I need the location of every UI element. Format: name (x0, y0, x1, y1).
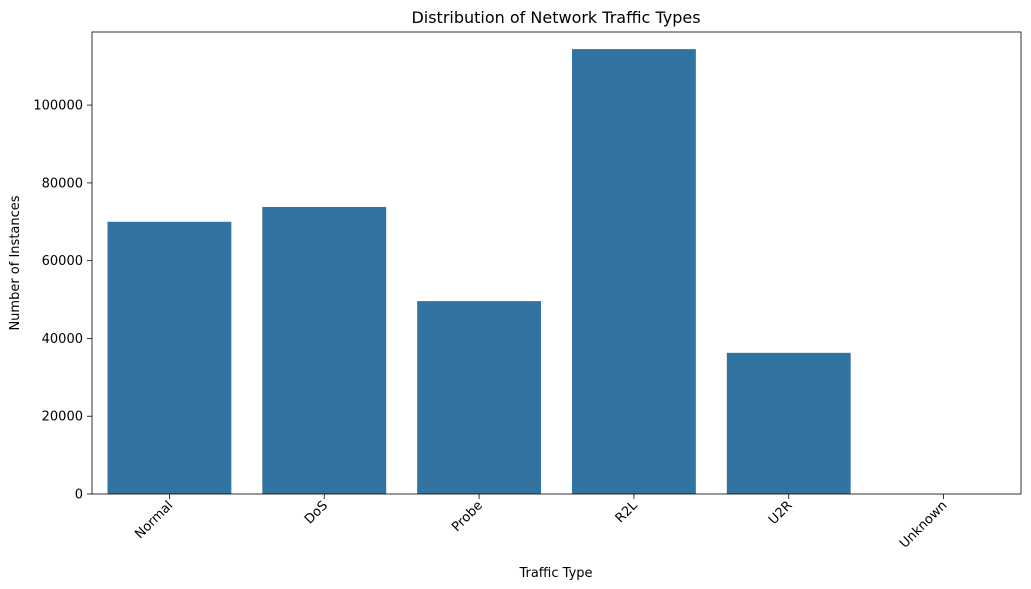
x-tick-label-unknown: Unknown (897, 498, 950, 551)
bar-u2r (726, 352, 851, 494)
x-tick-label-dos: DoS (302, 498, 331, 527)
y-tick-label: 20000 (42, 410, 83, 425)
x-axis-title: Traffic Type (518, 566, 592, 581)
bar-r2l (571, 49, 696, 495)
bar-probe (417, 301, 542, 494)
y-tick-label: 60000 (42, 254, 83, 269)
x-tick-label-probe: Probe (449, 498, 486, 535)
y-tick-label: 100000 (33, 99, 83, 114)
x-tick-label-u2r: U2R (766, 498, 796, 528)
y-axis-title: Number of Instances (8, 195, 23, 330)
x-tick-label-r2l: R2L (613, 498, 641, 526)
chart-title: Distribution of Network Traffic Types (411, 8, 700, 27)
plot-area: 0 20000 40000 60000 80000 100000 Normal DoS Prob… (33, 31, 1022, 552)
y-tick-label: 40000 (42, 332, 83, 347)
plot-frame (91, 31, 1022, 495)
y-tick-label: 80000 (42, 176, 83, 191)
y-tick-label: 0 (75, 488, 83, 503)
x-tick-label-normal: Normal (132, 498, 176, 542)
bar-dos (262, 207, 387, 494)
bar-normal (107, 221, 232, 494)
